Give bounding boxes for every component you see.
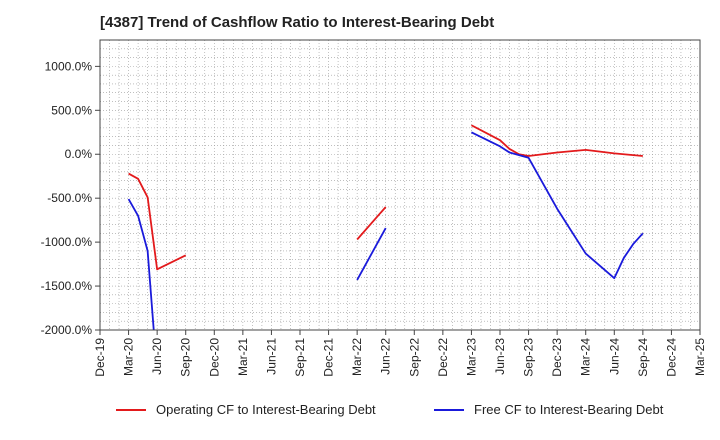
series-line-1 xyxy=(471,124,643,157)
x-tick-label: Sep-21 xyxy=(293,338,307,377)
y-tick-label: -2000.0% xyxy=(41,323,93,337)
x-tick-label: Mar-25 xyxy=(693,338,707,376)
x-tick-label: Jun-21 xyxy=(264,338,278,375)
x-tick-label: Dec-24 xyxy=(664,338,678,377)
x-tick-label: Sep-23 xyxy=(522,338,536,377)
series-line-2 xyxy=(356,227,387,281)
series-line-1 xyxy=(128,172,187,271)
plot-area xyxy=(100,40,700,330)
y-tick-label: 1000.0% xyxy=(45,59,93,73)
y-tick-label: -1500.0% xyxy=(41,279,93,293)
x-tick-label: Dec-22 xyxy=(436,338,450,377)
chart-title: [4387] Trend of Cashflow Ratio to Intere… xyxy=(100,14,495,31)
y-tick-label: -1000.0% xyxy=(41,235,93,249)
x-tick-label: Mar-24 xyxy=(579,338,593,376)
x-tick-label: Dec-23 xyxy=(550,338,564,377)
legend-label-1: Operating CF to Interest-Bearing Debt xyxy=(156,402,376,417)
series-line-2 xyxy=(127,198,155,330)
x-tick-label: Dec-21 xyxy=(322,338,336,377)
y-tick-label: 500.0% xyxy=(51,103,92,117)
y-tick-label: -500.0% xyxy=(47,191,92,205)
x-tick-label: Mar-20 xyxy=(122,338,136,376)
y-tick-label: 0.0% xyxy=(65,147,93,161)
plot-frame xyxy=(99,39,701,331)
legend-label-2: Free CF to Interest-Bearing Debt xyxy=(474,402,664,417)
x-tick-label: Jun-22 xyxy=(379,338,393,375)
x-tick-label: Dec-19 xyxy=(93,338,107,377)
x-tick-label: Sep-22 xyxy=(407,338,421,377)
x-tick-label: Mar-22 xyxy=(350,338,364,376)
x-tick-label: Jun-23 xyxy=(493,338,507,375)
series-line-2 xyxy=(471,131,644,280)
x-tick-label: Mar-21 xyxy=(236,338,250,376)
x-tick-label: Jun-24 xyxy=(607,338,621,375)
x-tick-label: Sep-20 xyxy=(179,338,193,377)
x-tick-label: Dec-20 xyxy=(207,338,221,377)
x-tick-label: Jun-20 xyxy=(150,338,164,375)
x-tick-label: Mar-23 xyxy=(464,338,478,376)
x-tick-label: Sep-24 xyxy=(636,338,650,377)
series-line-1 xyxy=(356,206,387,241)
